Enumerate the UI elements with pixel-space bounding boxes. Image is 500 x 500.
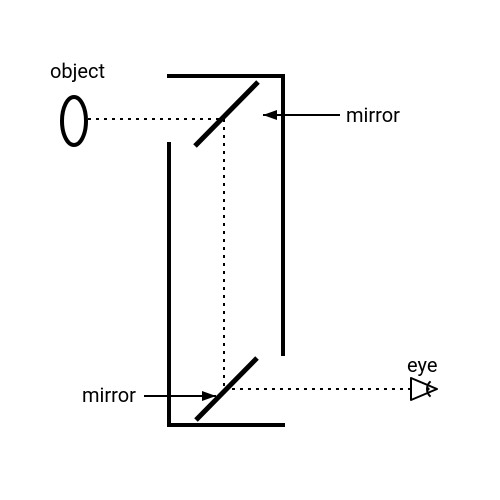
arrow-to-top-mirror [263,110,340,120]
periscope-diagram: object mirror mirror eye [0,0,500,500]
object-lens-icon [62,97,86,145]
mirror-top [195,82,258,146]
label-mirror-top: mirror [346,103,400,127]
label-mirror-bottom: mirror [82,383,136,407]
label-object: object [50,59,105,83]
arrow-to-bottom-mirror [144,391,216,401]
eye-icon [411,378,437,400]
mirror-bottom [196,358,257,420]
label-eye: eye [407,353,437,377]
